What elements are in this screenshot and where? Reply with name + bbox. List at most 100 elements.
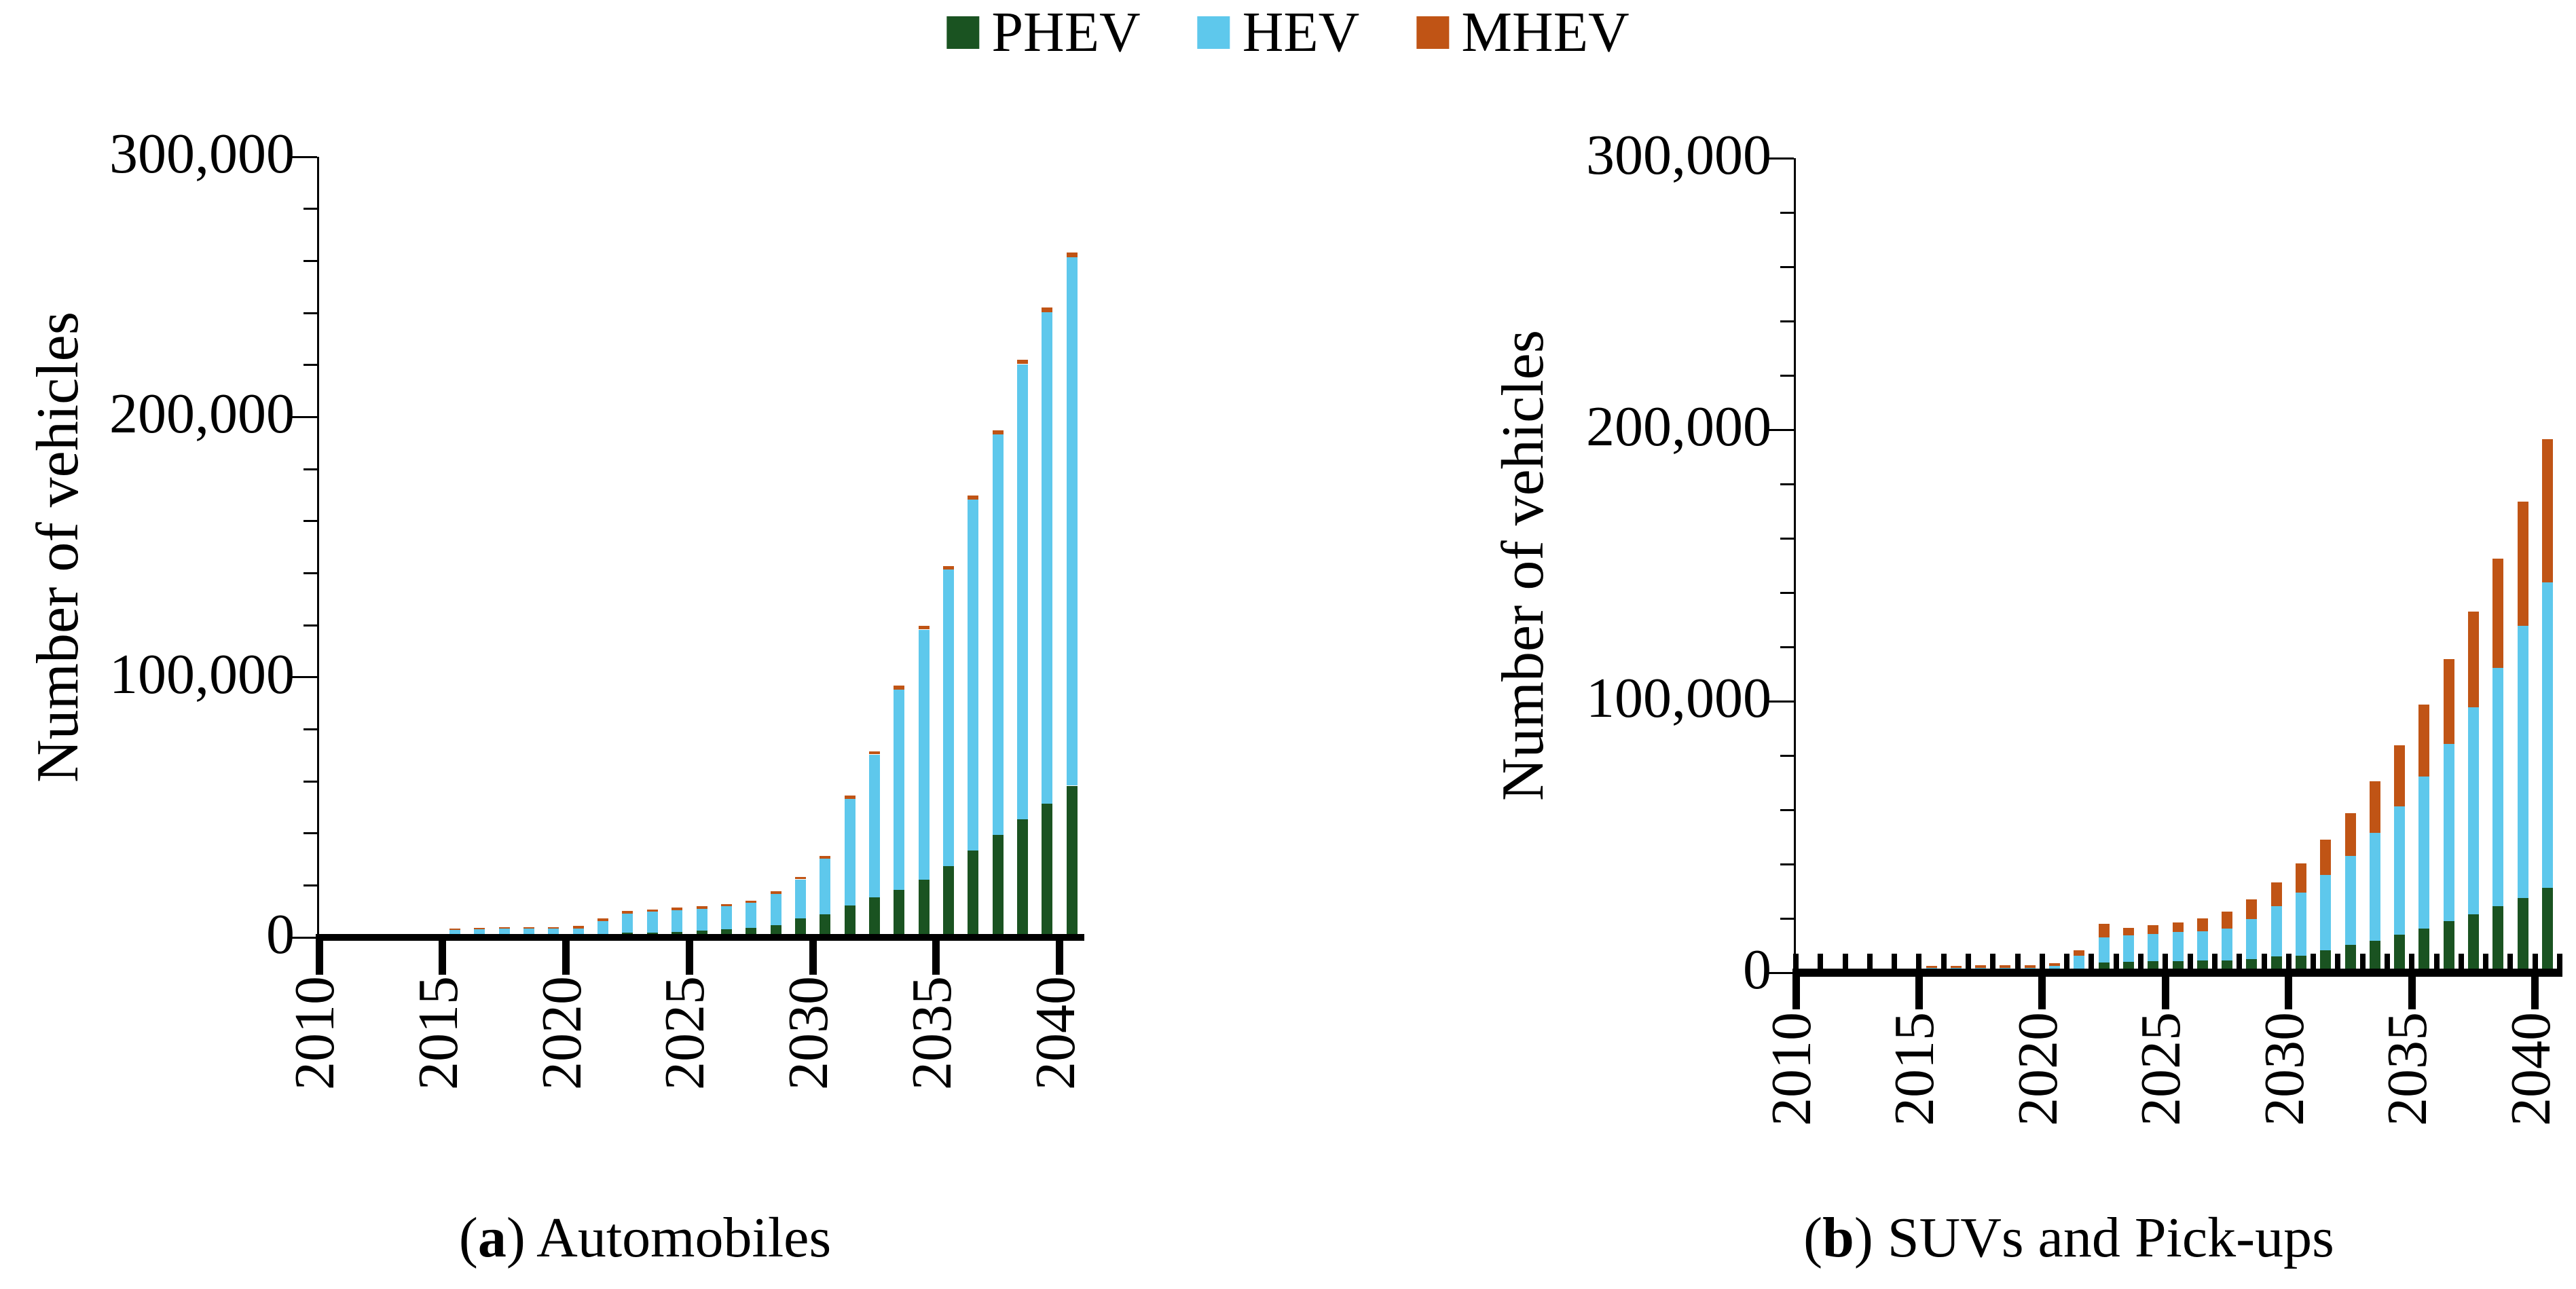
year-minor-tick (2409, 954, 2415, 977)
bar-segment-hev (2443, 743, 2454, 922)
x-tick-label: 2025 (653, 976, 717, 1090)
year-minor-tick (2089, 954, 2095, 977)
year-minor-tick (1818, 954, 1824, 977)
hev-swatch (1197, 16, 1230, 49)
bar-segment-hev (992, 434, 1004, 836)
year-minor-tick (2211, 954, 2218, 977)
y-minor-tick (303, 884, 317, 886)
x-major-tick (2285, 969, 2293, 1009)
caption-text: a (477, 1206, 507, 1269)
year-minor-tick (1966, 954, 1972, 977)
bar-segment-mhev (720, 903, 732, 906)
bar-segment-mhev (2394, 745, 2406, 807)
bar-segment-hev (2122, 935, 2134, 962)
bar-segment-hev (2467, 707, 2479, 914)
bar-segment-mhev (2418, 705, 2430, 777)
bar-segment-phev (844, 905, 855, 934)
bar-segment-phev (671, 932, 683, 934)
y-tick-label: 300,000 (109, 122, 295, 185)
bar-segment-phev (2270, 956, 2282, 969)
y-major-tick (1768, 428, 1794, 431)
bar-segment-phev (820, 914, 831, 934)
year-minor-tick (2359, 954, 2366, 977)
bar-segment-hev (523, 929, 535, 934)
bar-segment-phev (2172, 960, 2184, 969)
y-axis-line (317, 157, 319, 941)
y-minor-tick (1780, 754, 1794, 757)
x-major-tick (685, 934, 693, 975)
year-minor-tick (1940, 954, 1947, 977)
bar-segment-phev (943, 866, 955, 934)
bar-segment-phev (2467, 914, 2479, 969)
bar-segment-hev (2541, 582, 2553, 889)
bar-segment-mhev (1017, 359, 1029, 365)
bar-segment-mhev (1042, 307, 1053, 312)
bar-segment-mhev (2295, 863, 2306, 893)
bar-segment-mhev (597, 918, 609, 921)
bar-segment-phev (2222, 960, 2233, 969)
bar-segment-mhev (2172, 922, 2184, 933)
bar-segment-mhev (868, 751, 880, 755)
year-minor-tick (2384, 954, 2390, 977)
y-major-tick (1768, 157, 1794, 160)
mhev-legend-label: MHEV (1461, 1, 1630, 64)
y-minor-tick (1780, 483, 1794, 485)
x-tick-label: 2010 (1760, 1012, 1823, 1126)
bar-segment-phev (894, 889, 905, 934)
bar-segment-mhev (2122, 928, 2134, 935)
bar-segment-mhev (794, 877, 806, 880)
bar-segment-hev (720, 905, 732, 930)
year-minor-tick (2557, 954, 2562, 977)
x-tick-label: 2015 (1883, 1012, 1947, 1126)
year-minor-tick (2138, 954, 2144, 977)
x-axis-line (1796, 969, 2560, 977)
legend-item-phev: PHEV (946, 4, 1141, 61)
year-minor-tick (2064, 954, 2070, 977)
x-major-tick (315, 934, 323, 975)
x-tick-label: 2040 (2499, 1012, 2562, 1126)
bar-segment-hev (943, 569, 955, 867)
bar-segment-phev (720, 929, 732, 934)
bar-segment-phev (2295, 955, 2306, 969)
y-tick-label: 100,000 (109, 642, 295, 706)
bar-segment-phev (1066, 785, 1078, 934)
bar-segment-mhev (2467, 612, 2479, 708)
legend-item-mhev: MHEV (1416, 1, 1630, 64)
y-tick-label: 200,000 (109, 382, 295, 446)
bar-segment-mhev (2541, 439, 2553, 583)
bar-segment-mhev (498, 927, 510, 929)
x-major-tick (1915, 969, 1923, 1009)
y-axis-title: Number of vehicles (1490, 330, 1556, 801)
y-axis-line (1794, 158, 1796, 977)
y-minor-tick (303, 832, 317, 835)
bar-segment-mhev (2074, 950, 2085, 956)
y-minor-tick (303, 624, 317, 627)
x-major-tick (2408, 969, 2416, 1009)
bar-segment-hev (2246, 919, 2258, 959)
phev-swatch (946, 16, 980, 49)
y-minor-tick (303, 572, 317, 574)
bar-segment-hev (2172, 932, 2184, 961)
bar-segment-mhev (2049, 963, 2061, 966)
x-tick-label: 2025 (2129, 1012, 2193, 1126)
bar-segment-phev (770, 924, 781, 934)
bar-segment-mhev (2369, 781, 2380, 834)
bar-segment-phev (794, 918, 806, 934)
bar-segment-mhev (746, 900, 757, 903)
year-minor-tick (2113, 954, 2119, 977)
y-minor-tick (303, 364, 317, 367)
x-major-tick (1792, 969, 1800, 1009)
bar-segment-mhev (696, 906, 707, 909)
bar-segment-hev (2295, 893, 2306, 956)
bar-segment-mhev (2320, 840, 2332, 876)
bar-segment-hev (572, 928, 584, 934)
year-minor-tick (2039, 954, 2045, 977)
bar-segment-phev (918, 879, 930, 934)
bar-segment-mhev (968, 495, 979, 500)
bar-segment-hev (1042, 312, 1053, 804)
bar-segment-mhev (474, 928, 485, 930)
bar-segment-hev (696, 908, 707, 931)
bar-segment-mhev (2517, 502, 2528, 627)
bar-segment-phev (992, 835, 1004, 934)
